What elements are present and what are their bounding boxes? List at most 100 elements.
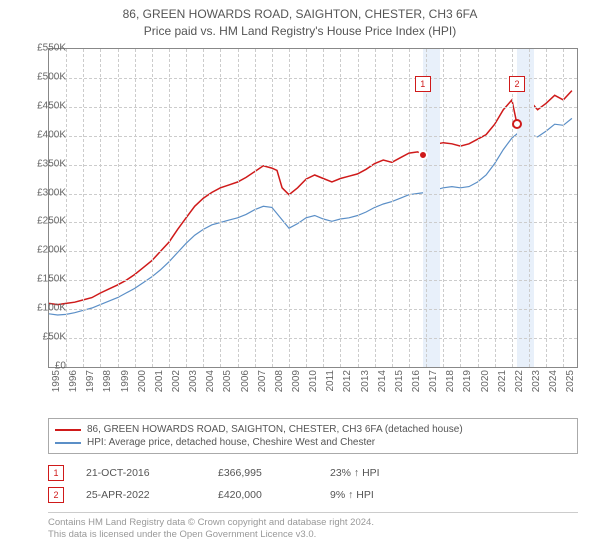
x-tick-label: 2003 [188, 370, 199, 410]
sales-table: 1 21-OCT-2016 £366,995 23% ↑ HPI 2 25-APR-202… [48, 462, 578, 506]
y-tick-label: £150K [22, 274, 66, 285]
x-tick-label: 2015 [394, 370, 405, 410]
x-tick-label: 2019 [462, 370, 473, 410]
y-tick-label: £500K [22, 71, 66, 82]
grid-line-v [375, 49, 376, 367]
grid-line-v [306, 49, 307, 367]
x-tick-label: 2007 [257, 370, 268, 410]
shaded-band [517, 49, 534, 367]
sale-delta: 23% ↑ HPI [330, 467, 380, 479]
y-tick-label: £50K [22, 332, 66, 343]
x-tick-label: 2024 [548, 370, 559, 410]
sale-marker-label: 1 [415, 76, 431, 92]
chart-plot-area: 12 [48, 48, 578, 368]
grid-line-v [340, 49, 341, 367]
y-tick-label: £400K [22, 129, 66, 140]
x-tick-label: 2018 [445, 370, 456, 410]
legend-label: HPI: Average price, detached house, Ches… [87, 437, 375, 448]
grid-line-v [118, 49, 119, 367]
x-tick-label: 2006 [240, 370, 251, 410]
x-tick-label: 1995 [51, 370, 62, 410]
legend-item: 86, GREEN HOWARDS ROAD, SAIGHTON, CHESTE… [55, 423, 571, 436]
sale-number-box: 1 [48, 465, 64, 481]
x-tick-label: 2023 [531, 370, 542, 410]
grid-line-h [49, 280, 577, 281]
x-tick-label: 2014 [377, 370, 388, 410]
x-tick-label: 2025 [565, 370, 576, 410]
grid-line-v [238, 49, 239, 367]
x-tick-label: 1996 [68, 370, 79, 410]
footer: Contains HM Land Registry data © Crown c… [48, 512, 578, 542]
grid-line-h [49, 222, 577, 223]
sale-price: £420,000 [218, 489, 308, 501]
y-tick-label: £200K [22, 245, 66, 256]
grid-line-h [49, 165, 577, 166]
grid-line-v [426, 49, 427, 367]
grid-line-h [49, 136, 577, 137]
chart-container: 86, GREEN HOWARDS ROAD, SAIGHTON, CHESTE… [0, 0, 600, 560]
grid-line-h [49, 78, 577, 79]
grid-line-h [49, 251, 577, 252]
chart-svg [49, 49, 577, 367]
grid-line-v [289, 49, 290, 367]
x-tick-label: 2008 [274, 370, 285, 410]
grid-line-v [443, 49, 444, 367]
grid-line-v [358, 49, 359, 367]
grid-line-v [255, 49, 256, 367]
y-tick-label: £300K [22, 187, 66, 198]
title-line1: 86, GREEN HOWARDS ROAD, SAIGHTON, CHESTE… [0, 6, 600, 23]
y-tick-label: £250K [22, 216, 66, 227]
title-line2: Price paid vs. HM Land Registry's House … [0, 23, 600, 40]
x-tick-label: 2022 [514, 370, 525, 410]
grid-line-v [100, 49, 101, 367]
footer-line1: Contains HM Land Registry data © Crown c… [48, 517, 578, 529]
grid-line-v [478, 49, 479, 367]
sale-row: 1 21-OCT-2016 £366,995 23% ↑ HPI [48, 462, 578, 484]
sale-marker-label: 2 [509, 76, 525, 92]
grid-line-v [392, 49, 393, 367]
y-tick-label: £100K [22, 303, 66, 314]
grid-line-h [49, 194, 577, 195]
x-tick-label: 2016 [411, 370, 422, 410]
x-tick-label: 2009 [291, 370, 302, 410]
legend-box: 86, GREEN HOWARDS ROAD, SAIGHTON, CHESTE… [48, 418, 578, 454]
x-tick-label: 2012 [342, 370, 353, 410]
grid-line-v [203, 49, 204, 367]
y-tick-label: £450K [22, 100, 66, 111]
series-property [49, 91, 572, 305]
grid-line-v [495, 49, 496, 367]
grid-line-v [512, 49, 513, 367]
x-tick-label: 2002 [171, 370, 182, 410]
x-tick-label: 1999 [120, 370, 131, 410]
grid-line-v [546, 49, 547, 367]
sale-row: 2 25-APR-2022 £420,000 9% ↑ HPI [48, 484, 578, 506]
x-tick-label: 2011 [325, 370, 336, 410]
grid-line-v [66, 49, 67, 367]
y-tick-label: £550K [22, 43, 66, 54]
y-tick-label: £350K [22, 158, 66, 169]
grid-line-v [563, 49, 564, 367]
grid-line-v [409, 49, 410, 367]
x-tick-label: 2001 [154, 370, 165, 410]
sale-number-box: 2 [48, 487, 64, 503]
x-tick-label: 2000 [137, 370, 148, 410]
grid-line-v [272, 49, 273, 367]
grid-line-v [152, 49, 153, 367]
x-tick-label: 2010 [308, 370, 319, 410]
sale-delta: 9% ↑ HPI [330, 489, 374, 501]
grid-line-h [49, 107, 577, 108]
x-tick-label: 1997 [85, 370, 96, 410]
sale-price: £366,995 [218, 467, 308, 479]
legend-label: 86, GREEN HOWARDS ROAD, SAIGHTON, CHESTE… [87, 424, 463, 435]
grid-line-v [323, 49, 324, 367]
legend-swatch [55, 442, 81, 444]
grid-line-v [220, 49, 221, 367]
sale-marker-dot [418, 150, 428, 160]
x-tick-label: 2004 [205, 370, 216, 410]
x-tick-label: 2005 [222, 370, 233, 410]
sale-date: 25-APR-2022 [86, 489, 196, 501]
sale-date: 21-OCT-2016 [86, 467, 196, 479]
x-tick-label: 2017 [428, 370, 439, 410]
series-hpi [49, 118, 572, 315]
legend-swatch [55, 429, 81, 431]
